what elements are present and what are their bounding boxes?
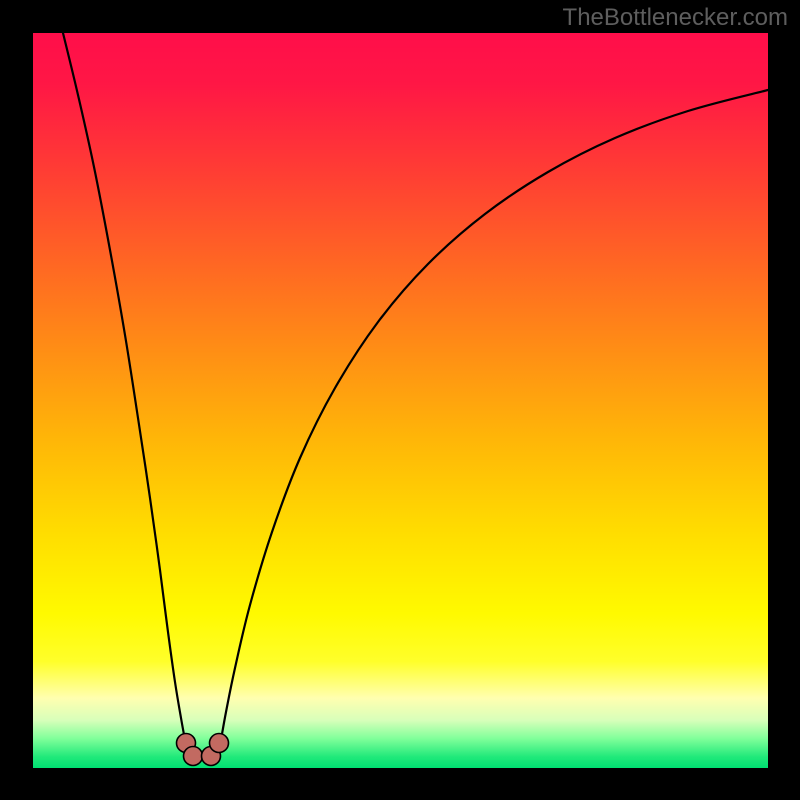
- gradient-plot-area: [33, 33, 768, 768]
- bottleneck-chart: TheBottlenecker.com: [0, 0, 800, 800]
- attribution-label: TheBottlenecker.com: [563, 4, 788, 32]
